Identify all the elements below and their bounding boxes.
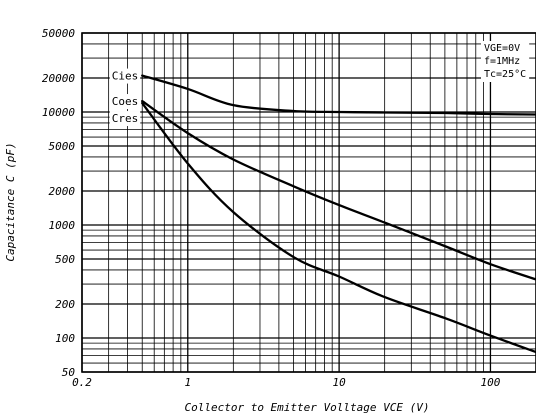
x-axis-title: Collector to Emitter Volltage VCE (V): [184, 401, 429, 414]
y-tick-label: 5000: [49, 140, 76, 153]
y-tick-label: 10000: [42, 106, 75, 119]
plot-frame: [81, 32, 536, 373]
test-conditions: VGE=0V f=1MHz Tc=25°C: [481, 41, 530, 82]
y-tick-label: 100: [55, 332, 75, 345]
condition-text: Tc=25°C: [484, 69, 526, 80]
series-line-cres: [141, 101, 536, 354]
x-tick-label: 100: [481, 376, 501, 389]
series-label-cres: Cres: [112, 112, 139, 125]
series-line-coes: [141, 99, 536, 281]
y-tick-label: 1000: [49, 219, 76, 232]
y-axis-title: Capacitance C (pF): [4, 142, 17, 261]
series-label-background: [109, 111, 141, 127]
condition-text: f=1MHz: [484, 56, 520, 67]
y-tick-label: 500: [55, 253, 75, 266]
x-tick-label: 0.2: [72, 376, 92, 389]
series-label-background: [109, 68, 141, 84]
x-tick-label: 1: [184, 376, 191, 389]
curves: [141, 74, 536, 354]
labels: 50000 20000 10000 5000 2000 1000 500 200 100 500.…: [42, 27, 530, 389]
series-label-background: [109, 94, 141, 110]
y-tick-label: 2000: [49, 185, 76, 198]
y-tick-label: 20000: [42, 72, 75, 85]
series-label-coes: Coes: [112, 95, 139, 108]
y-tick-label: 50: [62, 366, 76, 379]
y-tick-label: 50000: [42, 27, 75, 40]
y-tick-label: 200: [55, 298, 75, 311]
series-line-cies: [141, 74, 536, 116]
x-tick-label: 10: [332, 376, 346, 389]
condition-text: VGE=0V: [484, 43, 520, 54]
conditions-background: [481, 41, 530, 82]
series-label-cies: Cies: [112, 70, 139, 83]
grid: [81, 32, 536, 373]
